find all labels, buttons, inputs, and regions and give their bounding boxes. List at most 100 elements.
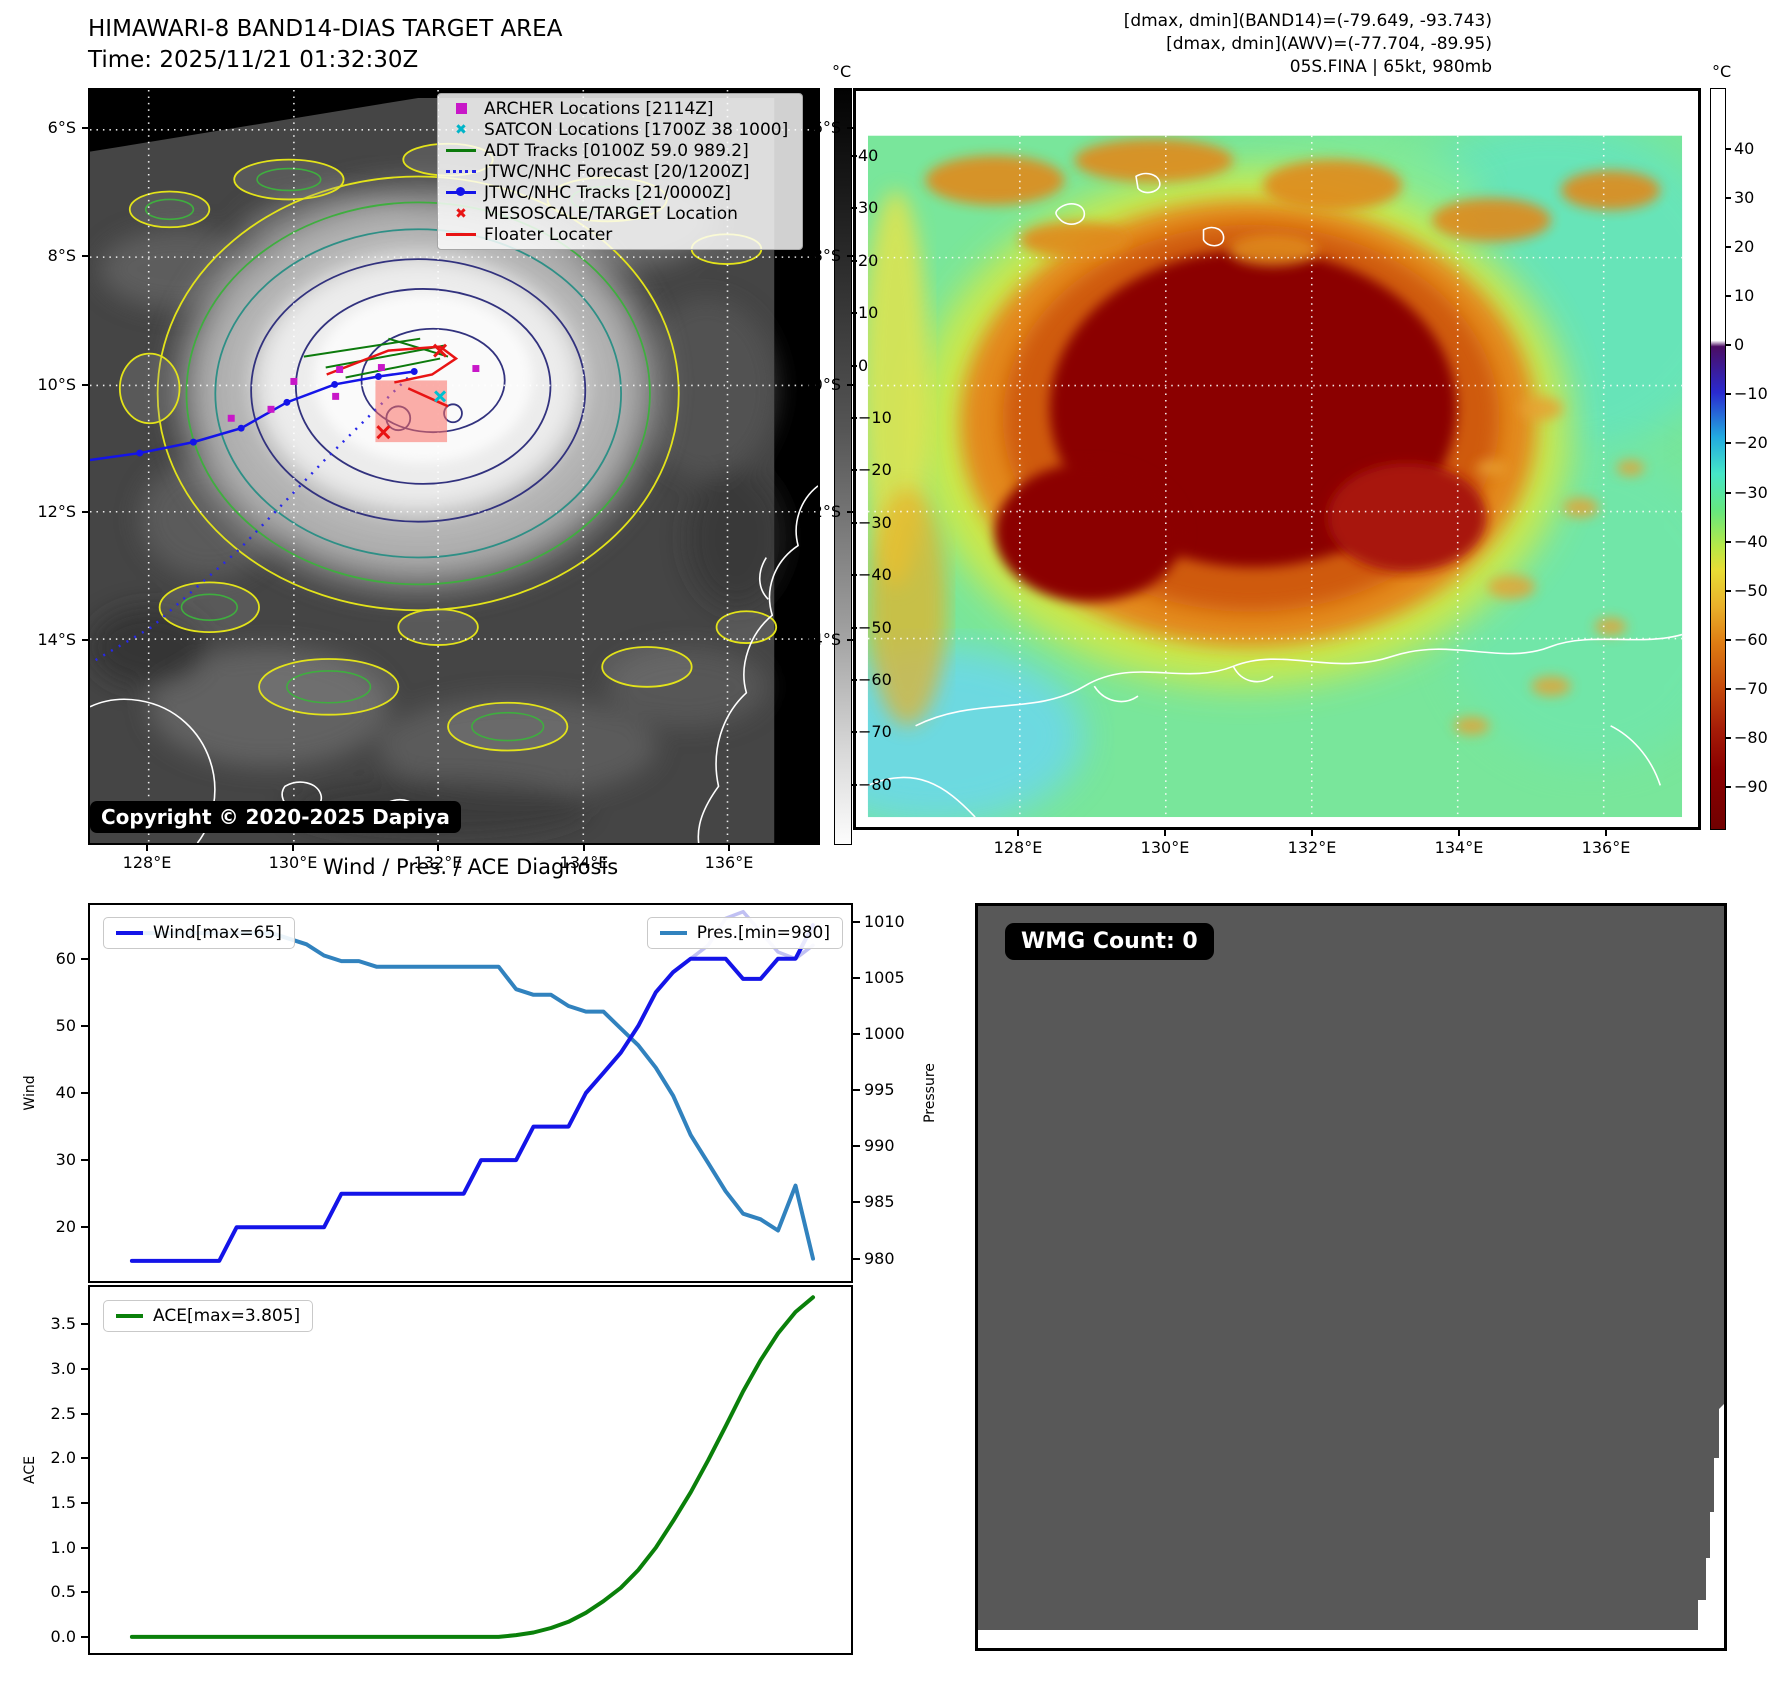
colorbar-tick-mark [1726, 197, 1731, 200]
y-tick-mark [853, 1257, 860, 1260]
pressure-legend: Pres.[min=980] [646, 917, 843, 949]
y-tick-mark [81, 1323, 88, 1326]
y-tick-mark [847, 511, 853, 513]
colorbar-tick-mark [852, 417, 857, 419]
x-tick-label: 128°E [122, 853, 172, 872]
figure-title: HIMAWARI-8 BAND14-DIAS TARGET AREA [88, 16, 563, 42]
legend-label: SATCON Locations [1700Z 38 1000] [484, 119, 789, 140]
target-x-marker [376, 343, 448, 440]
colorbar-tick-mark [852, 469, 857, 472]
archer-markers [227, 364, 480, 422]
legend-label: JTWC/NHC Forecast [20/1200Z] [484, 161, 750, 182]
x-tick-label: 136°E [704, 853, 754, 872]
y-tick-mark [81, 1635, 88, 1638]
colorbar-tick-label: 30 [1734, 188, 1755, 208]
colorbar-tick-label: −20 [858, 460, 892, 480]
colorbar-tick-mark [1726, 736, 1731, 739]
colorbar-tick-label: −40 [858, 565, 892, 585]
band14-colorbar-unit: °C [832, 62, 852, 81]
x-tick-label: 132°E [1287, 838, 1337, 857]
info-storm-status: 05S.FINA | 65kt, 980mb [1289, 57, 1492, 77]
x-tick-mark [146, 845, 148, 851]
colorbar-tick-mark [852, 207, 857, 210]
ace-legend: ACE[max=3.805] [103, 1300, 314, 1332]
y-tick-label: 2.5 [50, 1403, 76, 1423]
figure-time: Time: 2025/11/21 01:32:30Z [88, 47, 419, 73]
x-tick-label: 134°E [1434, 838, 1484, 857]
y-tick-mark [847, 639, 853, 641]
x-tick-mark [728, 845, 730, 851]
x-tick-mark [1458, 830, 1460, 836]
colorbar-tick-label: −50 [858, 617, 892, 637]
y-tick-mark [81, 1368, 88, 1371]
colorbar-tick-label: 40 [858, 146, 879, 165]
x-tick-mark [292, 845, 294, 851]
colorbar-tick-mark [852, 731, 857, 734]
colorbar-tick-label: −80 [858, 774, 892, 794]
wmg-panel [975, 903, 1727, 1651]
satcon-x-marker [434, 390, 447, 403]
legend-item: ADT Tracks [0100Z 59.0 989.2] [438, 140, 802, 161]
y-tick-mark [81, 1092, 88, 1094]
y-tick-mark [853, 976, 860, 979]
info-awv-range: [dmax, dmin](AWV)=(-77.704, -89.95) [1166, 34, 1492, 54]
y-tick-label: 990 [864, 1136, 895, 1156]
copyright-badge: Copyright © 2020-2025 Dapiya [90, 801, 461, 833]
y-tick-label: 1000 [864, 1024, 905, 1044]
y-tick-label: 6°S [812, 118, 841, 137]
x-tick-mark [583, 845, 585, 851]
colorbar-tick-mark [852, 521, 857, 524]
wind-pressure-chart [88, 903, 853, 1283]
colorbar-tick-label: −80 [1734, 727, 1768, 747]
y-tick-mark [82, 511, 88, 513]
colorbar-tick-label: −40 [1734, 531, 1768, 551]
y-tick-label: 980 [864, 1248, 895, 1268]
colorbar-tick-label: −50 [1734, 580, 1768, 600]
y-tick-mark [853, 920, 860, 923]
y-tick-label: 12°S [802, 502, 841, 521]
y-tick-label: 0.5 [50, 1582, 76, 1602]
square-marker-icon [438, 103, 484, 114]
colorbar-tick-label: 10 [858, 303, 879, 323]
x-tick-mark [437, 845, 439, 851]
wind-pressure-plot [129, 909, 815, 1263]
colorbar-tick-mark [1726, 491, 1731, 494]
y-tick-label: 1005 [864, 967, 905, 987]
y-tick-mark [81, 1159, 88, 1162]
colorbar-tick-mark [1726, 540, 1731, 543]
y-tick-mark [81, 1226, 88, 1229]
colorbar-tick-mark [1726, 786, 1731, 789]
wmg-count-badge: WMG Count: 0 [1005, 923, 1214, 960]
colorbar-tick-label: 20 [858, 250, 879, 270]
y-tick-label: 50 [55, 1015, 76, 1035]
colorbar-tick-label: 40 [1734, 139, 1755, 158]
y-tick-label: 3.5 [50, 1314, 76, 1334]
colorbar-tick-label: 20 [1734, 237, 1755, 257]
floater-locater-track [326, 345, 459, 408]
y-tick-label: 1010 [864, 911, 905, 931]
colorbar-tick-mark [1726, 246, 1731, 249]
colorbar-tick-mark [852, 364, 857, 367]
ace-line-swatch-icon [116, 1314, 143, 1318]
pressure-legend-label: Pres.[min=980] [696, 923, 830, 943]
y-tick-label: 3.0 [50, 1359, 76, 1379]
y-tick-mark [847, 255, 853, 257]
x-tick-label: 132°E [413, 853, 463, 872]
y-tick-label: 6°S [47, 118, 76, 137]
jtwc-best-track [90, 368, 418, 462]
wind-legend: Wind[max=65] [103, 917, 295, 949]
colorbar-tick-label: −60 [1734, 629, 1768, 649]
colorbar-tick-label: 0 [858, 355, 869, 375]
colorbar-tick-mark [1726, 638, 1731, 641]
y-tick-label: 10°S [37, 375, 76, 394]
line-marker-marker-icon [438, 187, 484, 196]
band14-colorbar [834, 88, 852, 845]
y-tick-label: 12°S [37, 502, 76, 521]
y-tick-mark [81, 1591, 88, 1594]
line-marker-icon [438, 233, 484, 236]
x-tick-mark [1311, 830, 1313, 836]
legend-label: ARCHER Locations [2114Z] [484, 98, 714, 119]
y-tick-mark [82, 127, 88, 129]
colorbar-tick-label: 0 [1734, 335, 1745, 355]
legend-label: MESOSCALE/TARGET Location [484, 203, 738, 224]
